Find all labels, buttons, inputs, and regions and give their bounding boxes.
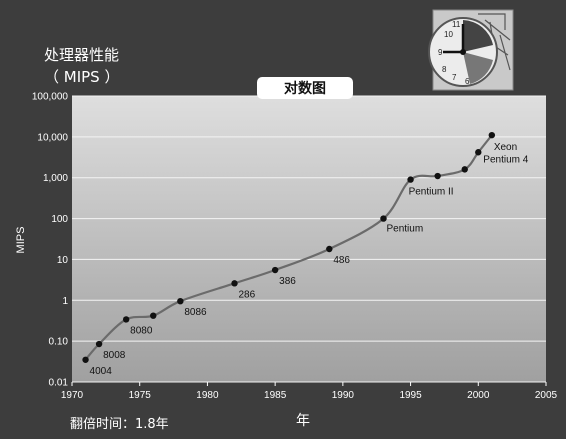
- data-point: [407, 176, 414, 183]
- svg-text:11: 11: [452, 20, 461, 29]
- x-tick-label: 1980: [196, 390, 219, 401]
- data-points: [82, 131, 496, 363]
- data-label: 486: [333, 255, 350, 266]
- y-tick-label: 10: [57, 255, 69, 266]
- gridlines: [72, 95, 546, 383]
- scale-badge-label: 对数图: [284, 80, 326, 97]
- doubling-time-note: 翻倍时间：1.8年: [70, 417, 169, 432]
- data-label: Xeon: [494, 142, 517, 153]
- x-tick-labels: 1970 1975 1980 1985 1990 1995 2000 2005: [61, 382, 558, 401]
- x-tick-label: 1985: [264, 390, 287, 401]
- x-tick-label: 1975: [129, 390, 152, 401]
- y-tick-label: 10,000: [37, 132, 68, 143]
- data-label: 8086: [184, 307, 207, 318]
- data-point: [231, 280, 238, 287]
- y-tick-label: 100: [51, 214, 68, 225]
- data-label: Pentium 4: [483, 154, 528, 165]
- y-tick-labels: 0.01 0.10 1 10 100 1,000 10,000 100,000: [32, 92, 69, 389]
- x-tick-label: 2005: [535, 390, 558, 401]
- y-tick-label: 0.10: [49, 337, 69, 348]
- data-point: [82, 356, 89, 363]
- scale-badge: 对数图: [257, 77, 353, 99]
- data-label: 8080: [130, 325, 153, 336]
- svg-text:10: 10: [444, 30, 453, 39]
- data-point: [434, 172, 441, 180]
- x-tick-label: 1995: [399, 390, 422, 401]
- y-tick-label: 100,000: [32, 92, 69, 103]
- x-tick-label: 2000: [467, 390, 490, 401]
- data-label: 8008: [103, 350, 126, 361]
- data-point: [380, 215, 387, 222]
- analog-clock-over-circuit-icon: 11 10 9 8 7 6: [428, 9, 514, 91]
- svg-text:8: 8: [442, 65, 447, 74]
- data-point: [177, 297, 184, 305]
- data-point: [326, 245, 333, 253]
- data-point: [271, 266, 279, 274]
- data-point: [475, 149, 482, 156]
- y-axis-label: MIPS: [15, 227, 27, 254]
- svg-text:6: 6: [465, 77, 470, 86]
- x-tick-label: 1990: [332, 390, 355, 401]
- chart-title-line2: （ MIPS ）: [44, 68, 119, 86]
- data-label: Pentium: [386, 224, 423, 235]
- data-labels: 4004 8008 8080 8086 286 386 486 Pentium Pentium …: [90, 142, 529, 377]
- data-label: Pentium II: [409, 187, 454, 198]
- data-label: 286: [239, 289, 256, 300]
- y-tick-label: 0.01: [49, 378, 69, 389]
- scale-badge-background: [257, 77, 353, 99]
- chart-title-line1: 处理器性能: [44, 46, 119, 64]
- plot-area: [72, 96, 546, 382]
- data-label: 386: [279, 276, 296, 287]
- y-tick-label: 1,000: [43, 173, 68, 184]
- data-point: [461, 166, 468, 173]
- data-point: [150, 312, 157, 319]
- svg-text:7: 7: [452, 73, 457, 82]
- data-point: [95, 340, 103, 348]
- data-point: [488, 131, 496, 139]
- x-axis-label: 年: [296, 413, 310, 429]
- data-label: 4004: [90, 366, 113, 377]
- y-tick-label: 1: [62, 296, 68, 307]
- svg-text:9: 9: [438, 48, 443, 57]
- x-tick-label: 1970: [61, 390, 84, 401]
- data-point: [122, 316, 130, 323]
